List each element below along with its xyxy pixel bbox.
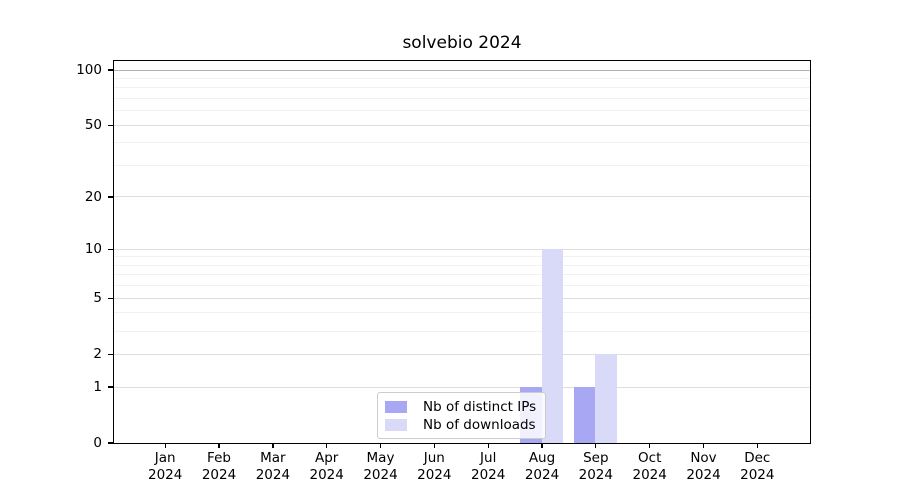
month-label: May [366, 450, 395, 466]
month-label: Feb [207, 450, 231, 466]
bar-distinct-ips-sep [573, 386, 596, 443]
month-label: Dec [744, 450, 771, 466]
year-label: 2024 [740, 467, 775, 483]
x-tick-mark-jun [433, 443, 435, 448]
y-tick-label-1: 1 [93, 379, 102, 395]
x-tick-mark-mar [272, 443, 274, 448]
month-label: Mar [260, 450, 286, 466]
x-tick-mark-may [379, 443, 382, 448]
x-tick-label-may: May 2024 [349, 450, 413, 484]
y-tick-mark-2 [108, 353, 113, 355]
y-tick-mark-50 [108, 124, 113, 126]
year-label: 2024 [201, 467, 237, 483]
y-tick-mark-5 [108, 297, 113, 299]
year-label: 2024 [524, 467, 560, 483]
gridline-y-8 [113, 264, 810, 266]
x-tick-mark-oct [649, 443, 651, 448]
gridline-y-5 [113, 297, 810, 299]
month-label: Aug [528, 450, 556, 466]
year-label: 2024 [255, 467, 291, 483]
year-label: 2024 [578, 467, 613, 483]
gridline-y-20 [113, 196, 810, 198]
gridline-y-9 [113, 256, 810, 258]
legend-item-distinct-ips: Nb of distinct IPs [385, 398, 536, 415]
legend-swatch-downloads [385, 418, 407, 431]
y-tick-label-20: 20 [84, 188, 102, 205]
x-tick-mark-dec [756, 443, 758, 448]
gridline-y-4 [113, 312, 810, 314]
legend-swatch-distinct-ips [385, 400, 407, 413]
x-tick-mark-aug [541, 443, 543, 448]
x-tick-label-oct: Oct 2024 [618, 450, 682, 484]
gridline-y-1 [113, 386, 810, 388]
y-tick-mark-20 [108, 196, 113, 198]
month-label: Sep [583, 450, 609, 466]
gridline-y-90 [113, 77, 810, 79]
x-tick-mark-feb [218, 443, 220, 448]
month-label: Jan [154, 450, 176, 466]
x-tick-mark-nov [702, 443, 705, 448]
y-tick-mark-100 [108, 69, 113, 71]
x-tick-label-aug: Aug 2024 [510, 450, 574, 484]
x-tick-label-jan: Jan 2024 [133, 450, 197, 484]
gridline-y-80 [113, 87, 810, 89]
year-label: 2024 [148, 467, 183, 483]
bar-downloads-aug [541, 248, 563, 443]
year-label: 2024 [471, 467, 506, 483]
month-label: Nov [690, 450, 717, 466]
y-tick-label-10: 10 [84, 241, 102, 258]
y-tick-label-50: 50 [84, 117, 102, 134]
year-label: 2024 [417, 467, 452, 483]
x-tick-mark-jul [487, 443, 489, 448]
y-tick-mark-0 [108, 442, 113, 444]
x-tick-label-apr: Apr 2024 [295, 450, 359, 484]
y-tick-label-100: 100 [76, 62, 102, 78]
gridline-y-50 [113, 124, 810, 126]
y-tick-mark-10 [108, 248, 113, 250]
x-tick-label-feb: Feb 2024 [187, 450, 251, 484]
month-label: Jun [423, 450, 445, 466]
gridline-y-100 [113, 69, 810, 71]
year-label: 2024 [363, 467, 398, 483]
month-label: Jul [480, 450, 497, 466]
x-tick-label-jul: Jul 2024 [456, 450, 520, 484]
gridline-y-10 [113, 248, 810, 250]
y-tick-label-2: 2 [93, 346, 102, 363]
month-label: Oct [638, 450, 662, 466]
y-tick-label-0: 0 [93, 435, 102, 451]
chart-title: solvebio 2024 [402, 33, 522, 53]
x-tick-label-jun: Jun 2024 [402, 450, 466, 484]
gridline-y-40 [113, 142, 810, 144]
y-tick-label-5: 5 [93, 290, 102, 307]
x-tick-mark-sep [595, 443, 597, 448]
year-label: 2024 [632, 467, 667, 483]
legend: Nb of distinct IPs Nb of downloads [377, 392, 547, 439]
gridline-y-2 [113, 353, 810, 355]
x-tick-mark-apr [326, 443, 328, 448]
gridline-y-6 [113, 285, 810, 287]
x-tick-label-sep: Sep 2024 [564, 450, 628, 484]
x-tick-mark-jan [164, 443, 166, 448]
gridline-y-3 [113, 330, 810, 332]
gridline-y-70 [113, 98, 810, 99]
year-label: 2024 [309, 467, 344, 483]
legend-label-downloads: Nb of downloads [423, 416, 536, 433]
gridline-y-7 [113, 274, 810, 276]
x-tick-label-nov: Nov 2024 [672, 450, 736, 484]
year-label: 2024 [686, 467, 721, 483]
y-tick-mark-1 [108, 386, 113, 388]
legend-label-distinct-ips: Nb of distinct IPs [423, 398, 537, 415]
legend-item-downloads: Nb of downloads [385, 416, 536, 433]
x-tick-label-mar: Mar 2024 [241, 450, 305, 484]
gridline-y-30 [113, 165, 810, 166]
month-label: Apr [315, 450, 339, 466]
x-tick-label-dec: Dec 2024 [725, 450, 789, 484]
gridline-y-60 [113, 110, 810, 112]
plot-area [112, 59, 811, 444]
bar-downloads-sep [595, 353, 617, 443]
